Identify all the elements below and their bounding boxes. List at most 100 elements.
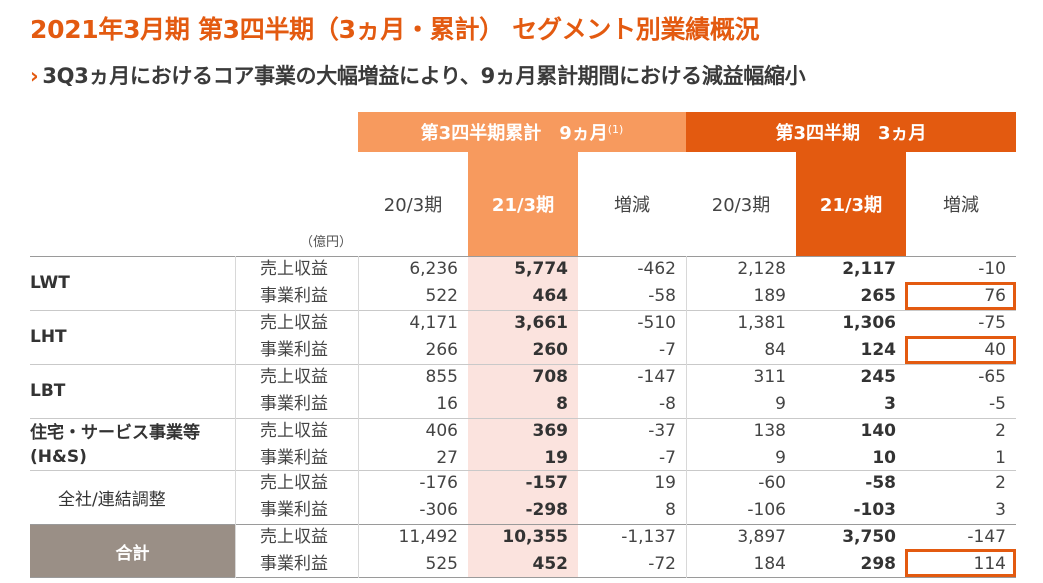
value-cell: 369 <box>532 421 569 441</box>
column-divider <box>686 256 687 578</box>
value-cell: 8 <box>665 500 676 520</box>
table-row: 売上収益 855 708 -147 311 245 -65 <box>30 364 1016 391</box>
metric-label: 事業利益 <box>260 340 328 360</box>
table-row: 事業利益 16 8 -8 9 3 -5 <box>30 391 1016 418</box>
value-cell: 16 <box>436 394 458 414</box>
table-row: 事業利益 -306 -298 8 -106 -103 3 <box>30 497 1016 524</box>
highlight-box-total-profit <box>905 549 1016 577</box>
value-cell: 10,355 <box>502 527 568 547</box>
metric-label: 売上収益 <box>260 367 328 387</box>
value-cell: 406 <box>425 421 458 441</box>
segment-table: 合計 LWT LHT LBT 住宅・サービス事業等 (H&S) 全社/連結調整 … <box>30 256 1016 578</box>
segment-lbt: LBT <box>30 381 66 401</box>
value-cell: 265 <box>860 286 897 306</box>
segment-hs-name: 住宅・サービス事業等 <box>30 423 200 443</box>
table-row: 売上収益 6,236 5,774 -462 2,128 2,117 -10 <box>30 256 1016 283</box>
value-cell: 19 <box>544 448 568 468</box>
value-cell: 9 <box>775 394 786 414</box>
col-header-diff-3m: 増減 <box>943 195 979 216</box>
value-cell: 260 <box>532 340 569 360</box>
value-cell: 11,492 <box>398 527 458 547</box>
page-title: 2021年3月期 第3四半期（3ヵ月・累計） セグメント別業績概況 <box>30 15 760 44</box>
unit-label: （億円） <box>300 235 353 250</box>
header-group-quarter: 第3四半期 3ヵ月 <box>686 112 1016 152</box>
value-cell: 76 <box>984 286 1006 306</box>
metric-label: 事業利益 <box>260 448 328 468</box>
value-cell: 525 <box>425 554 458 574</box>
value-cell: 138 <box>753 421 786 441</box>
value-cell: 140 <box>860 421 897 441</box>
value-cell: 19 <box>654 473 676 493</box>
table-row: 売上収益 11,492 10,355 -1,137 3,897 3,750 -147 <box>30 524 1016 551</box>
value-cell: 1,381 <box>737 313 786 333</box>
page-subtitle: › 3Q3ヵ月におけるコア事業の大幅増益により、9ヵ月累計期間における減益幅縮小 <box>30 60 806 90</box>
divider <box>30 364 1016 365</box>
divider <box>30 418 1016 419</box>
column-divider <box>235 256 236 578</box>
value-cell: -157 <box>525 473 568 493</box>
column-divider <box>358 256 359 578</box>
value-cell: -510 <box>637 313 676 333</box>
divider <box>30 470 1016 471</box>
value-cell: -58 <box>865 473 896 493</box>
value-cell: 2 <box>995 421 1006 441</box>
value-cell: -5 <box>989 394 1006 414</box>
value-cell: 708 <box>532 367 569 387</box>
footnote-marker: (1) <box>607 122 624 136</box>
value-cell: 9 <box>775 448 786 468</box>
value-cell: 3 <box>884 394 896 414</box>
header-group-cumulative-label: 第3四半期累計 9ヵ月 <box>420 123 608 144</box>
value-cell: 3 <box>995 500 1006 520</box>
value-cell: 184 <box>753 554 786 574</box>
segment-hs-abbr: (H&S) <box>30 447 87 467</box>
value-cell: -306 <box>419 500 458 520</box>
segment-corporate: 全社/連結調整 <box>58 489 166 510</box>
chevron-right-icon: › <box>30 64 39 88</box>
value-cell: -462 <box>637 259 676 279</box>
value-cell: -37 <box>648 421 676 441</box>
value-cell: 40 <box>984 340 1006 360</box>
value-cell: -176 <box>419 473 458 493</box>
value-cell: 2 <box>995 473 1006 493</box>
value-cell: -7 <box>659 448 676 468</box>
value-cell: 10 <box>872 448 896 468</box>
value-cell: 4,171 <box>409 313 458 333</box>
value-cell: 8 <box>556 394 568 414</box>
col-header-prev-9m: 20/3期 <box>383 195 443 216</box>
divider <box>30 524 1016 525</box>
metric-label: 売上収益 <box>260 421 328 441</box>
table-row: 事業利益 525 452 -72 184 298 114 <box>30 551 1016 578</box>
value-cell: 2,117 <box>842 259 896 279</box>
table-row: 売上収益 4,171 3,661 -510 1,381 1,306 -75 <box>30 310 1016 337</box>
value-cell: 464 <box>532 286 569 306</box>
segment-lht: LHT <box>30 327 67 347</box>
col-header-curr-9m: 21/3期 <box>468 152 578 256</box>
value-cell: -147 <box>637 367 676 387</box>
value-cell: -72 <box>648 554 676 574</box>
value-cell: 27 <box>436 448 458 468</box>
segment-hs: 住宅・サービス事業等 (H&S) <box>30 418 230 472</box>
metric-label: 事業利益 <box>260 394 328 414</box>
value-cell: -65 <box>978 367 1006 387</box>
value-cell: 3,661 <box>514 313 568 333</box>
value-cell: -75 <box>978 313 1006 333</box>
value-cell: -8 <box>659 394 676 414</box>
table-row: 売上収益 -176 -157 19 -60 -58 2 <box>30 470 1016 497</box>
table-row: 事業利益 522 464 -58 189 265 76 <box>30 283 1016 310</box>
value-cell: 1,306 <box>842 313 896 333</box>
value-cell: -60 <box>758 473 786 493</box>
metric-label: 事業利益 <box>260 554 328 574</box>
value-cell: 298 <box>860 554 897 574</box>
total-label: 合計 <box>30 524 235 578</box>
col-header-diff-9m: 増減 <box>614 195 650 216</box>
col-header-prev-3m: 20/3期 <box>711 195 771 216</box>
value-cell: -7 <box>659 340 676 360</box>
divider <box>30 256 1016 257</box>
value-cell: 6,236 <box>409 259 458 279</box>
value-cell: 522 <box>425 286 458 306</box>
highlight-box-lht-profit <box>905 336 1016 364</box>
value-cell: 5,774 <box>514 259 568 279</box>
value-cell: 1 <box>995 448 1006 468</box>
value-cell: -103 <box>853 500 896 520</box>
value-cell: -147 <box>967 527 1006 547</box>
